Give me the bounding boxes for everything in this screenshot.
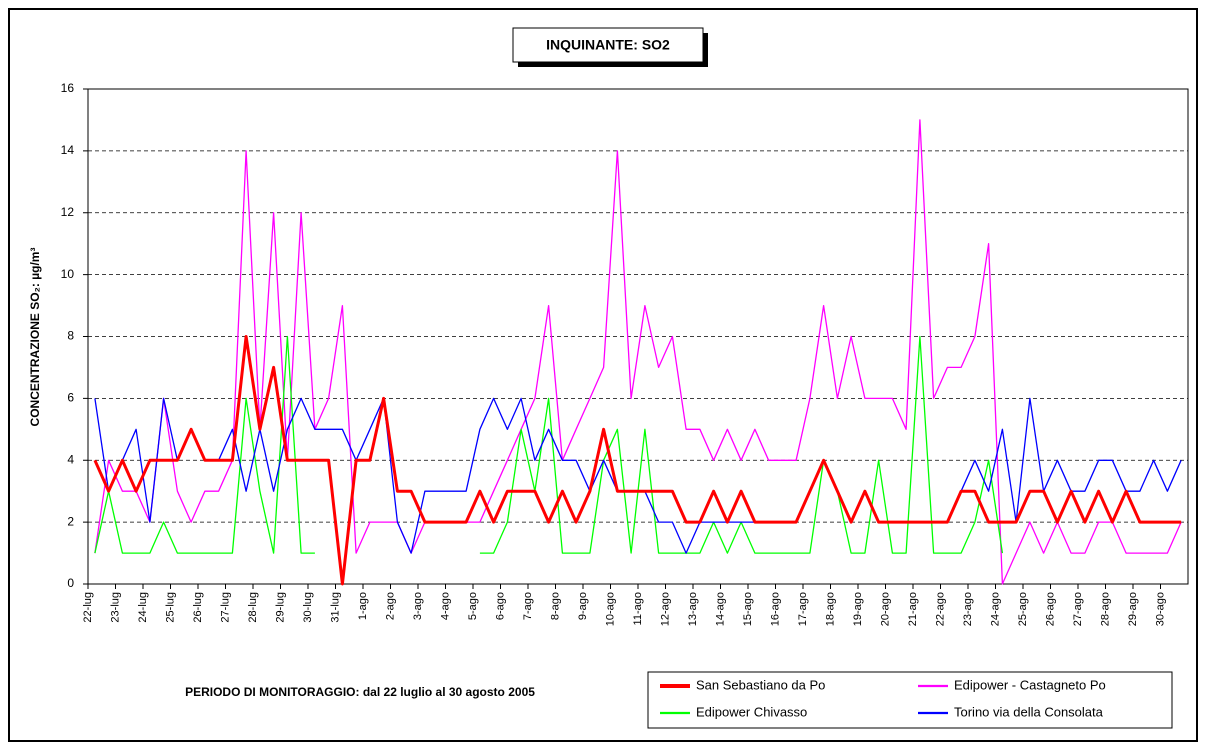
x-tick-label: 26-lug [192, 592, 204, 623]
y-tick-label: 4 [67, 452, 74, 466]
x-tick-label: 9-ago [577, 592, 589, 620]
x-tick-label: 15-ago [742, 592, 754, 626]
y-tick-label: 12 [61, 205, 75, 219]
x-tick-label: 7-ago [522, 592, 534, 620]
x-tick-label: 24-ago [989, 592, 1001, 626]
x-tick-label: 11-ago [632, 592, 644, 625]
y-tick-label: 2 [67, 514, 74, 528]
x-tick-label: 8-ago [549, 592, 561, 620]
y-axis-label: CONCENTRAZIONE SO₂: µg/m³ [28, 248, 42, 427]
chart-frame [8, 8, 1198, 742]
y-tick-label: 10 [61, 267, 75, 281]
x-tick-label: 29-lug [274, 592, 286, 623]
x-tick-label: 25-ago [1017, 592, 1029, 626]
legend-box [647, 671, 1173, 729]
x-tick-label: 28-lug [247, 592, 259, 623]
x-tick-label: 4-ago [439, 592, 451, 620]
x-tick-label: 20-ago [879, 592, 891, 626]
x-tick-label: 18-ago [824, 592, 836, 626]
x-tick-label: 12-ago [659, 592, 671, 626]
y-tick-label: 14 [61, 143, 75, 157]
x-tick-label: 13-ago [687, 592, 699, 626]
legend-label: Torino via della Consolata [954, 704, 1104, 719]
x-tick-label: 30-lug [302, 592, 314, 623]
legend-label: Edipower Chivasso [696, 704, 807, 719]
x-tick-label: 23-ago [962, 592, 974, 626]
x-tick-label: 30-ago [1154, 592, 1166, 626]
y-tick-label: 0 [67, 576, 74, 590]
x-tick-label: 21-ago [907, 592, 919, 626]
y-tick-label: 6 [67, 391, 74, 405]
legend-label: San Sebastiano da Po [696, 677, 825, 692]
x-tick-label: 17-ago [797, 592, 809, 626]
x-tick-label: 24-lug [137, 592, 149, 623]
chart-title: INQUINANTE: SO2 [546, 37, 670, 53]
x-tick-label: 16-ago [769, 592, 781, 626]
y-tick-label: 8 [67, 329, 74, 343]
x-tick-label: 14-ago [714, 592, 726, 626]
x-tick-label: 26-ago [1044, 592, 1056, 626]
x-tick-label: 3-ago [412, 592, 424, 620]
x-tick-label: 27-lug [219, 592, 231, 623]
x-tick-label: 6-ago [494, 592, 506, 620]
x-tick-label: 22-ago [934, 592, 946, 626]
x-tick-label: 19-ago [852, 592, 864, 626]
x-tick-label: 31-lug [329, 592, 341, 623]
y-tick-label: 16 [61, 81, 75, 95]
period-note: PERIODO DI MONITORAGGIO: dal 22 luglio a… [185, 685, 535, 699]
title-box [512, 27, 704, 63]
series-line [94, 119, 1182, 585]
x-tick-label: 22-lug [82, 592, 94, 623]
x-tick-label: 29-ago [1127, 592, 1139, 626]
x-tick-label: 23-lug [109, 592, 121, 623]
x-tick-label: 10-ago [604, 592, 616, 626]
legend-label: Edipower - Castagneto Po [954, 677, 1106, 692]
series-line [93, 335, 1182, 586]
x-tick-label: 1-ago [357, 592, 369, 620]
x-tick-label: 27-ago [1072, 592, 1084, 626]
x-tick-label: 28-ago [1099, 592, 1111, 626]
x-tick-label: 5-ago [467, 592, 479, 620]
x-tick-label: 25-lug [164, 592, 176, 623]
x-tick-label: 2-ago [384, 592, 396, 620]
